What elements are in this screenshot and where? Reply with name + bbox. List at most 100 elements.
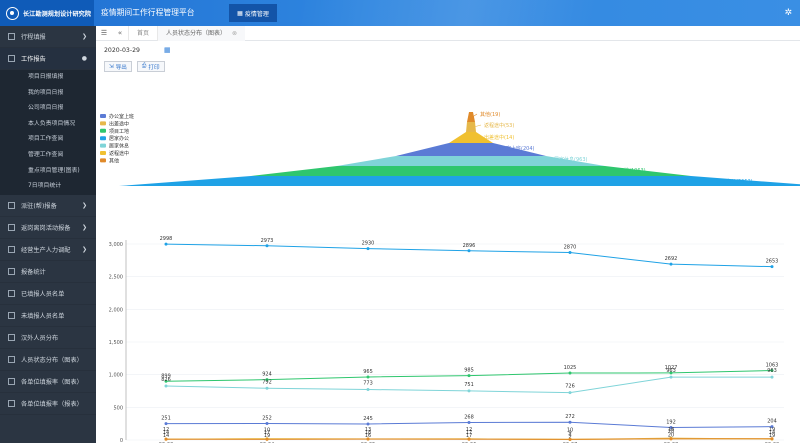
funnel-label: 出差途中(14): [484, 134, 514, 141]
grid-icon: ▦: [237, 9, 243, 17]
sidebar-subitem-3[interactable]: 本人负责项目情况: [28, 120, 76, 127]
sidebar-item-1[interactable]: 工作报告 ●: [0, 48, 96, 70]
sidebar-item-label: 未填报人员名单: [21, 312, 65, 320]
funnel-label: 居家办公(2653): [716, 178, 753, 185]
sidebar-subitem-5[interactable]: 管理工作查阅: [28, 151, 64, 158]
data-point: [265, 244, 269, 248]
top-tab-epidemic[interactable]: ▦ 疫情管理: [229, 4, 277, 22]
app-title: 疫情期间工作行程管理平台: [101, 8, 195, 17]
sidebar-subitem-0[interactable]: 项目日报填报: [28, 74, 64, 80]
calendar-icon[interactable]: ▦: [164, 46, 171, 54]
data-label: 12: [466, 427, 472, 433]
sidebar-subitem-7[interactable]: 7日项目统计: [28, 183, 62, 190]
sidebar-item-9[interactable]: 人员状态分布（图表）: [0, 349, 96, 371]
funnel-label: 办公室上班(204): [496, 145, 534, 152]
funnel-leader: [486, 147, 494, 150]
data-label: 9: [568, 430, 571, 436]
data-point: [669, 262, 673, 266]
sidebar-item-2[interactable]: 派驻(帮)报备 ❯: [0, 195, 96, 217]
data-label: 2653: [766, 259, 779, 265]
data-point: [265, 386, 269, 390]
top-tab-label: 疫情管理: [244, 10, 269, 18]
expanded-dot-icon: ●: [81, 55, 87, 62]
print-label: 打印: [148, 64, 160, 71]
brand: 长江勘测规划设计研究院: [0, 0, 94, 26]
data-label: 963: [767, 368, 777, 374]
menu-item-icon: [8, 355, 15, 363]
export-icon: ⇲: [109, 63, 114, 70]
menu-item-icon: [8, 33, 15, 40]
data-point: [366, 375, 370, 379]
sidebar-subitem-2[interactable]: 公司项目日报: [28, 105, 64, 112]
sidebar-item-10[interactable]: 各单位填报率（图表）: [0, 371, 96, 393]
legend-swatch: [100, 136, 106, 141]
data-label: 2998: [160, 236, 173, 242]
settings-icon[interactable]: ✲: [784, 8, 792, 18]
sidebar-item-11[interactable]: 各单位填报率（报表）: [0, 393, 96, 415]
y-tick-label: 500: [113, 405, 123, 411]
funnel-layer: [251, 166, 691, 176]
data-label: 9: [568, 433, 571, 439]
legend-label: 办公室上班: [109, 113, 134, 120]
data-point: [265, 378, 269, 382]
sidebar-item-3[interactable]: 返岗离岗活动报备 ❯: [0, 217, 96, 239]
menu-item-icon: [8, 201, 15, 209]
close-tab-icon[interactable]: ⊗: [231, 29, 237, 37]
data-label: 751: [464, 382, 474, 388]
export-button[interactable]: ⇲ 导出: [104, 61, 132, 72]
sidebar-item-label: 工作报告: [21, 56, 46, 63]
data-point: [770, 375, 774, 379]
menu-item-icon: [8, 333, 15, 341]
sidebar-item-5[interactable]: 报备统计: [0, 261, 96, 283]
data-point: [467, 420, 471, 424]
data-label: 773: [363, 380, 373, 386]
funnel-label: 其他(19): [480, 111, 500, 118]
data-label: 192: [666, 419, 676, 425]
data-label: 16: [365, 433, 371, 439]
data-label: 19: [769, 427, 775, 433]
sidebar-item-0[interactable]: 行程填报 ❯: [0, 26, 96, 48]
data-label: 14: [163, 430, 169, 436]
sidebar-subitem-1[interactable]: 我的项目日报: [28, 89, 64, 96]
tab-person-status[interactable]: 人员状态分布（图表） ⊗: [157, 25, 245, 41]
sidebar-item-4[interactable]: 经营生产人力调配 ❯: [0, 239, 96, 261]
menu-item-icon: [8, 399, 15, 407]
funnel-label: 项目工地(1063): [609, 167, 646, 174]
brand-name: 长江勘测规划设计研究院: [23, 10, 92, 18]
data-label: 19: [264, 433, 270, 439]
data-label: 17: [466, 430, 472, 436]
tab-home[interactable]: 首页: [128, 25, 157, 41]
sidebar-subitem-6[interactable]: 重点项目管理(图表): [28, 167, 80, 174]
print-button[interactable]: ⎙ 打印: [136, 61, 165, 72]
data-label: 2896: [463, 243, 476, 249]
data-label: 1063: [766, 363, 779, 369]
menu-item-icon: [8, 289, 15, 297]
double-chevron-left-icon[interactable]: «: [117, 29, 123, 37]
data-point: [366, 422, 370, 426]
data-point: [568, 420, 572, 424]
y-tick-label: 3,000: [109, 242, 123, 248]
data-point: [669, 375, 673, 379]
data-point: [568, 391, 572, 395]
data-point: [467, 249, 471, 253]
data-label: 252: [262, 416, 272, 422]
data-point: [164, 437, 168, 441]
sidebar-item-7[interactable]: 未填报人员名单: [0, 305, 96, 327]
data-point: [366, 247, 370, 251]
legend-label: 出差途中: [109, 120, 129, 127]
funnel-leader: [473, 124, 482, 128]
date-input[interactable]: 2020-03-29: [104, 46, 140, 54]
sidebar-item-label: 已填报人员名单: [21, 290, 65, 298]
sidebar-subitem-4[interactable]: 项目工作查阅: [28, 136, 64, 143]
sidebar-item-6[interactable]: 已填报人员名单: [0, 283, 96, 305]
sidebar-item-8[interactable]: 汉外人员分布: [0, 327, 96, 349]
funnel-label: 居家休息(963): [554, 156, 587, 163]
menu-icon[interactable]: ☰: [100, 29, 108, 37]
data-label: 2870: [564, 244, 577, 250]
data-label: 826: [161, 377, 171, 383]
data-label: 245: [363, 416, 373, 422]
data-label: 272: [565, 414, 575, 420]
data-point: [265, 437, 269, 441]
data-label: 899: [161, 373, 171, 379]
